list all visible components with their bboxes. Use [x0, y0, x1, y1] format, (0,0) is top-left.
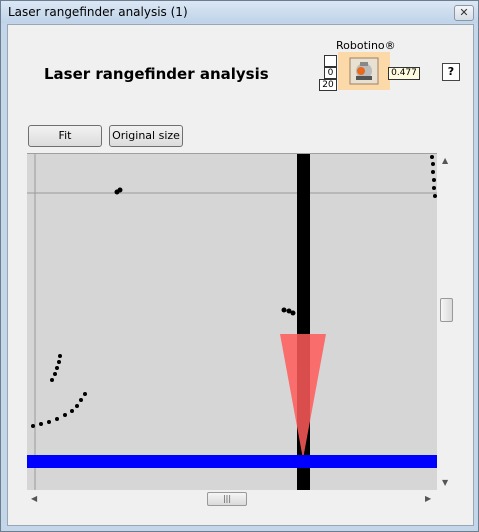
window-title: Laser rangefinder analysis (1): [8, 5, 188, 19]
vertical-scroll-thumb[interactable]: [440, 298, 453, 322]
title-bar[interactable]: Laser rangefinder analysis (1) ✕: [1, 1, 478, 23]
laser-beam-cone: [280, 334, 326, 459]
robot-label: Robotino®: [336, 39, 396, 52]
floor-line: [27, 455, 437, 468]
client-area: Laser rangefinder analysis Robotino® 0 2…: [7, 24, 474, 526]
help-button[interactable]: ?: [442, 63, 460, 81]
scrollbar-corner: [437, 490, 454, 507]
scroll-up-arrow[interactable]: ▲: [442, 156, 449, 165]
scroll-down-arrow[interactable]: ▼: [442, 478, 449, 487]
scan-viewport[interactable]: [27, 153, 437, 491]
control-box-mid[interactable]: 0: [324, 67, 337, 79]
speed-value: 0.477: [388, 67, 420, 80]
robot-icon: [349, 57, 379, 85]
scan-points: [31, 155, 437, 428]
horizontal-scroll-thumb[interactable]: |||: [207, 492, 247, 506]
fit-button[interactable]: Fit: [28, 125, 102, 147]
scroll-right-arrow[interactable]: ▶: [425, 494, 432, 503]
scroll-left-arrow[interactable]: ◀: [31, 494, 38, 503]
scan-canvas: [27, 154, 437, 491]
original-size-button[interactable]: Original size: [109, 125, 183, 147]
close-button[interactable]: ✕: [454, 5, 474, 21]
control-box-bottom[interactable]: 20: [319, 79, 337, 91]
control-box-top[interactable]: [324, 55, 337, 67]
page-title: Laser rangefinder analysis: [44, 65, 269, 83]
